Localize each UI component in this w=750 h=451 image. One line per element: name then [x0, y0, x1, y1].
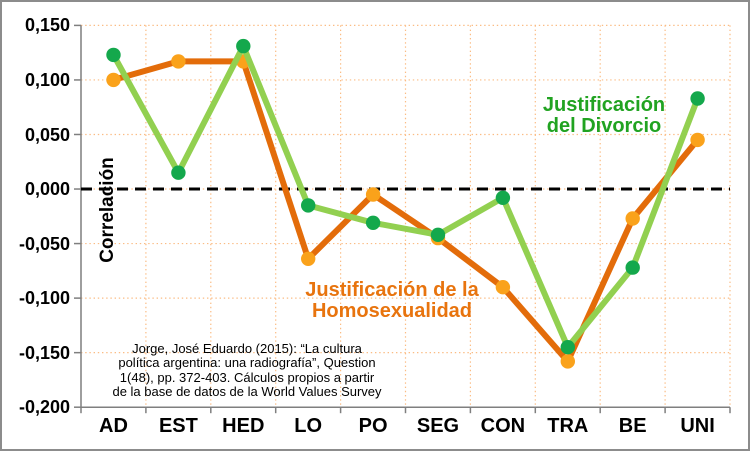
series-label-homosexualidad: Justificación de la Homosexualidad — [305, 280, 478, 322]
source-citation-line3: 1(48), pp. 372-403. Cálculos propios a p… — [119, 369, 375, 385]
data-point-divorcio-UNI — [690, 91, 705, 106]
data-point-homosexualidad-CON — [495, 280, 511, 295]
y-tick-label: -0,150 — [18, 342, 70, 363]
x-category-label-AD: AD — [99, 415, 128, 437]
data-point-divorcio-CON — [495, 190, 511, 205]
x-category-label-EST: EST — [158, 415, 198, 437]
series-line-homosexualidad — [110, 58, 701, 365]
data-point-homosexualidad-TRA — [560, 354, 575, 369]
x-category-label-PO: PO — [358, 415, 388, 437]
source-citation-line1: Jorge, José Eduardo (2015): “La cultura — [132, 341, 362, 356]
source-citation-line2: política argentina: una radiografía”, Qu… — [118, 355, 376, 371]
series-label-homosexualidad-line2: Homosexualidad — [311, 300, 473, 322]
x-category-label-CON: CON — [480, 415, 526, 437]
x-category-label-LO: LO — [294, 415, 323, 437]
data-point-divorcio-LO — [301, 198, 316, 213]
series-line-divorcio — [110, 43, 701, 351]
data-point-homosexualidad-LO — [301, 251, 316, 266]
x-category-label-SEG: SEG — [416, 415, 460, 437]
data-point-divorcio-HED — [236, 38, 251, 54]
series-label-divorcio: Justificación del Divorcio — [543, 95, 665, 137]
data-point-divorcio-BE — [625, 260, 640, 275]
data-point-homosexualidad-PO — [365, 187, 381, 202]
data-point-homosexualidad-UNI — [690, 132, 705, 148]
y-tick-label: 0,100 — [24, 69, 70, 90]
y-tick-label: -0,200 — [18, 397, 70, 418]
data-point-divorcio-AD — [106, 47, 121, 63]
y-tick-label: 0,050 — [24, 124, 70, 145]
data-point-divorcio-SEG — [430, 227, 446, 242]
data-point-divorcio-EST — [171, 165, 186, 180]
x-category-label-UNI: UNI — [680, 415, 715, 437]
data-point-homosexualidad-EST — [171, 54, 186, 69]
series-label-divorcio-line2: del Divorcio — [546, 115, 662, 137]
data-point-homosexualidad-BE — [625, 211, 640, 226]
source-citation-line4: de la base de datos de la World Values S… — [112, 384, 382, 400]
x-category-label-TRA: TRA — [547, 415, 589, 437]
x-category-label-BE: BE — [618, 415, 647, 437]
data-point-divorcio-TRA — [560, 340, 575, 355]
y-axis-title: Correlación — [97, 157, 118, 263]
x-category-label-HED: HED — [222, 415, 265, 437]
y-tick-label: -0,050 — [18, 233, 70, 254]
y-tick-label: -0,100 — [18, 288, 70, 309]
data-point-homosexualidad-AD — [106, 72, 121, 88]
y-tick-label: 0,000 — [24, 179, 70, 199]
source-citation: Jorge, José Eduardo (2015): “La cultura … — [112, 341, 382, 400]
data-point-divorcio-PO — [365, 215, 381, 230]
series-label-divorcio-line1: Justificación — [542, 94, 666, 116]
series-label-homosexualidad-line1: Justificación de la — [305, 279, 479, 301]
y-tick-label: 0,150 — [24, 15, 70, 36]
